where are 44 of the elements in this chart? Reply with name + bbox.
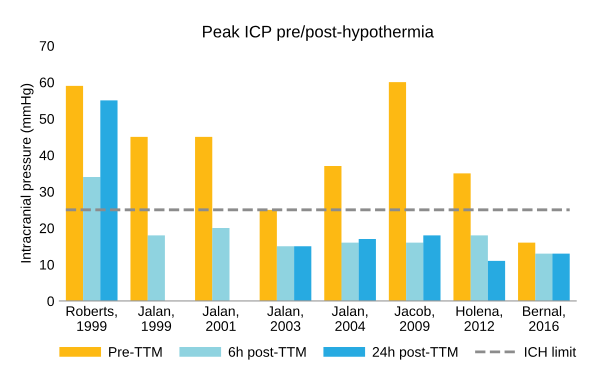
bar [83, 177, 100, 301]
bar [212, 228, 230, 301]
bar [552, 254, 570, 301]
bar [66, 86, 84, 301]
y-tick-label: 40 [39, 150, 54, 160]
y-tick-label: 0 [47, 296, 54, 306]
legend-label: 6h post-TTM [228, 346, 306, 360]
x-tick-label: Jacob, 2009 [394, 306, 434, 332]
bar [100, 100, 118, 301]
x-tick-label: Jalan, 2004 [332, 306, 368, 332]
y-tick-label: 20 [40, 223, 54, 234]
chart-title: Peak ICP pre/post-hypothermia [203, 25, 434, 41]
bar [453, 173, 471, 301]
legend-label: ICH limit [525, 346, 576, 357]
y-axis-title: Intracranial pressure (mmHg) [20, 84, 34, 262]
bar [260, 210, 277, 301]
bar [488, 260, 506, 301]
x-tick-label: Jalan, 2003 [267, 306, 303, 332]
bar [276, 246, 294, 301]
y-tick-label: 30 [40, 186, 54, 197]
bar [535, 254, 552, 301]
legend-label: 24h post-TTM [372, 346, 458, 360]
bar [341, 242, 359, 301]
bar [130, 136, 148, 301]
bar [148, 235, 165, 301]
x-tick-label: Jalan, 1999 [138, 306, 174, 332]
x-tick-label: Roberts, 1999 [66, 306, 117, 332]
bar [406, 242, 424, 301]
x-tick-label: Jalan, 2001 [202, 306, 238, 332]
x-tick-label: Holena, 2012 [456, 306, 502, 332]
x-tick-label: Bernal, 2016 [523, 306, 565, 332]
bar [518, 242, 536, 301]
legend-label: Pre-TTM [109, 347, 162, 357]
bar [423, 235, 441, 301]
y-tick-label: 50 [40, 114, 54, 124]
bar [470, 235, 488, 301]
y-tick-label: 70 [40, 41, 54, 51]
bar [388, 82, 406, 301]
bar [294, 246, 312, 301]
y-tick-label: 10 [40, 260, 54, 270]
y-tick-label: 60 [40, 78, 54, 88]
bar [324, 166, 342, 301]
bar [195, 136, 212, 301]
bar [358, 238, 376, 301]
